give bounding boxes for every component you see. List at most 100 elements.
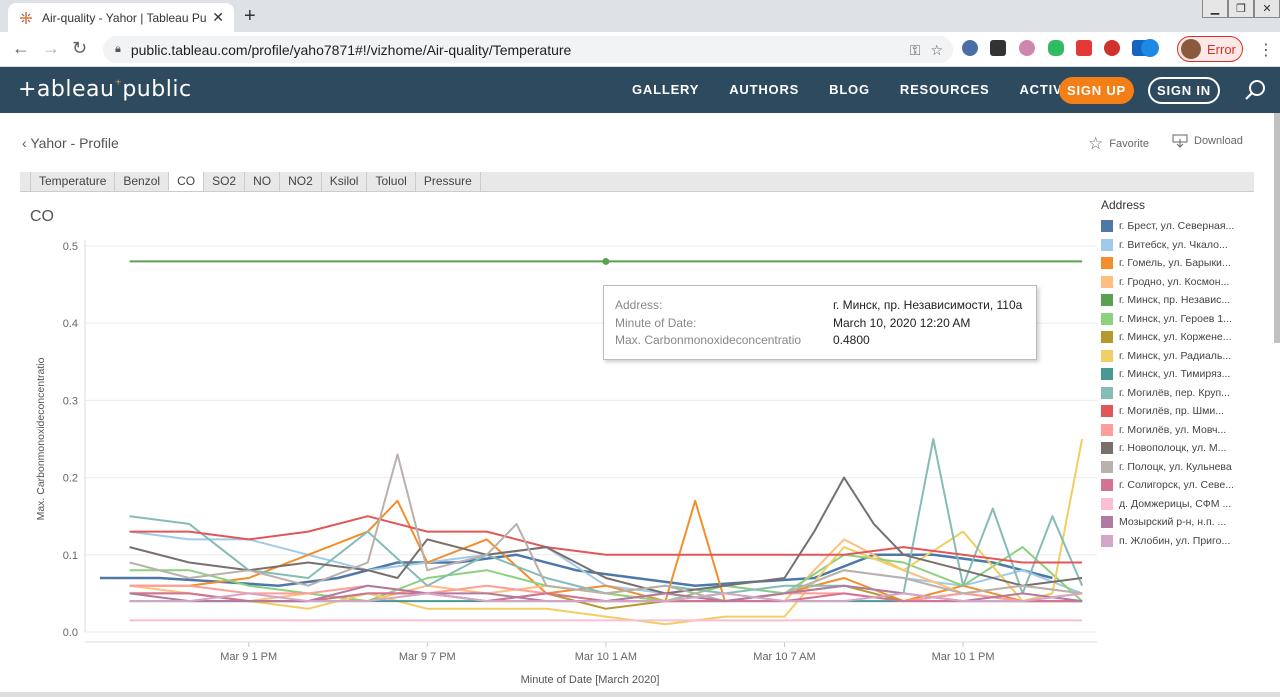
evernote-icon[interactable] — [1048, 40, 1064, 56]
legend-swatch — [1101, 516, 1113, 529]
legend-item[interactable]: д. Домжерицы, СФМ ... — [1101, 495, 1253, 514]
address-bar[interactable]: 🔒︎ public.tableau.com/profile/yaho7871#!… — [103, 36, 953, 63]
tab-co[interactable]: CO — [168, 172, 204, 191]
browser-tab-title: Air-quality - Yahor | Tableau Public — [42, 10, 207, 25]
legend-item[interactable]: г. Минск, ул. Тимиряз... — [1101, 365, 1253, 384]
legend-item[interactable]: г. Могилёв, ул. Мовч... — [1101, 421, 1253, 440]
y-tick-label: 0.5 — [63, 241, 78, 253]
favorite-button[interactable]: ☆ Favorite — [1088, 134, 1149, 154]
y-tick-label: 0.3 — [63, 395, 78, 407]
tab-so2[interactable]: SO2 — [203, 172, 244, 191]
opera-icon[interactable] — [1104, 40, 1120, 56]
back-arrow-icon[interactable]: ← — [12, 38, 30, 58]
profile-error-button[interactable]: Error — [1177, 36, 1243, 62]
legend-item[interactable]: г. Минск, ул. Радиаль... — [1101, 347, 1253, 366]
legend-item[interactable]: г. Минск, ул. Героев 1... — [1101, 310, 1253, 329]
tab-ksilol[interactable]: Ksilol — [320, 172, 367, 191]
reload-icon[interactable]: ↻ — [72, 38, 88, 58]
legend-item[interactable]: г. Минск, ул. Коржене... — [1101, 328, 1253, 347]
legend-label: г. Минск, ул. Героев 1... — [1119, 312, 1232, 325]
back-to-profile-link[interactable]: ‹ Yahor - Profile — [22, 135, 119, 151]
tableau-header: +ableau⁺public GALLERY AUTHORS BLOG RESO… — [0, 67, 1280, 113]
legend-item[interactable]: г. Полоцк, ул. Кульнева — [1101, 458, 1253, 477]
legend-item[interactable]: п. Жлобин, ул. Приго... — [1101, 532, 1253, 551]
extension-info-icon[interactable] — [962, 40, 978, 56]
legend-item[interactable]: г. Новополоцк, ул. М... — [1101, 439, 1253, 458]
legend-label: г. Солигорск, ул. Севе... — [1119, 479, 1234, 492]
tab-temperature[interactable]: Temperature — [30, 172, 114, 191]
legend-item[interactable]: г. Могилёв, пер. Круп... — [1101, 384, 1253, 403]
co-line-chart[interactable]: 0.0 0.1 0.2 0.3 0.4 0.5 Mar 9 1 PM Mar 9 7 PM Ma… — [0, 195, 1100, 692]
tableau-public-logo[interactable]: +ableau⁺public — [18, 77, 192, 102]
y-tick-label: 0.1 — [63, 550, 78, 562]
legend-label: г. Минск, ул. Коржене... — [1119, 331, 1232, 344]
legend-label: г. Новополоцк, ул. М... — [1119, 442, 1227, 455]
window-controls: ▁ ❐ ✕ — [1202, 0, 1280, 20]
legend-item[interactable]: г. Минск, пр. Независ... — [1101, 291, 1253, 310]
tooltip-address-value: г. Минск, пр. Независимости, 110а — [833, 298, 1023, 312]
tab-toluol[interactable]: Toluol — [366, 172, 414, 191]
y-tick-label: 0.2 — [63, 473, 78, 485]
nav-blog[interactable]: BLOG — [829, 82, 870, 97]
tooltip-date-value: March 10, 2020 12:20 AM — [833, 316, 971, 330]
sign-up-button[interactable]: SIGN UP — [1059, 77, 1134, 104]
extension-red-icon[interactable] — [1076, 40, 1092, 56]
extension-globe-icon[interactable] — [1141, 39, 1159, 57]
main-nav: GALLERY AUTHORS BLOG RESOURCES ACTIVITY — [632, 82, 1115, 97]
series-line — [129, 438, 1084, 595]
nav-gallery[interactable]: GALLERY — [632, 82, 700, 97]
close-window-icon[interactable]: ✕ — [1254, 0, 1280, 18]
address-legend: Address г. Брест, ул. Северная... г. Вите… — [1101, 198, 1253, 550]
legend-item[interactable]: г. Гродно, ул. Космон... — [1101, 273, 1253, 292]
url-text: public.tableau.com/profile/yaho7871#!/vi… — [130, 41, 572, 58]
browser-menu-icon[interactable]: ⋮ — [1258, 42, 1274, 59]
legend-swatch — [1101, 497, 1113, 510]
series-line — [99, 553, 1053, 587]
legend-item[interactable]: г. Гомель, ул. Барыки... — [1101, 254, 1253, 273]
legend-swatch — [1101, 460, 1113, 473]
tooltip-measure-value: 0.4800 — [833, 333, 870, 347]
extension-color-icon[interactable] — [1019, 40, 1035, 56]
restore-icon[interactable]: ❐ — [1228, 0, 1254, 18]
page-scrollbar[interactable] — [1274, 113, 1280, 343]
key-icon[interactable]: ⚿ — [909, 42, 921, 58]
favorite-label: Favorite — [1109, 138, 1149, 150]
data-tooltip: Address: г. Минск, пр. Независимости, 110… — [603, 285, 1037, 360]
sign-in-button[interactable]: SIGN IN — [1148, 77, 1220, 104]
legend-item[interactable]: г. Солигорск, ул. Севе... — [1101, 476, 1253, 495]
series-line — [129, 515, 1083, 564]
legend-item[interactable]: г. Брест, ул. Северная... — [1101, 217, 1253, 236]
legend-swatch — [1101, 312, 1113, 325]
legend-swatch — [1101, 423, 1113, 436]
tab-pressure[interactable]: Pressure — [414, 172, 481, 191]
error-label: Error — [1207, 41, 1236, 57]
legend-item[interactable]: г. Могилёв, пр. Шми... — [1101, 402, 1253, 421]
nav-authors[interactable]: AUTHORS — [729, 82, 800, 97]
legend-swatch — [1101, 238, 1113, 251]
legend-item[interactable]: Мозырский р-н, н.п. ... — [1101, 513, 1253, 532]
download-button[interactable]: Download — [1172, 134, 1243, 148]
close-tab-icon[interactable]: ✕ — [212, 9, 224, 25]
tab-no2[interactable]: NO2 — [279, 172, 321, 191]
tab-no[interactable]: NO — [244, 172, 279, 191]
tableau-favicon-icon — [18, 10, 34, 26]
forward-arrow-icon[interactable]: → — [42, 38, 60, 58]
legend-label: г. Минск, ул. Радиаль... — [1119, 349, 1232, 362]
extension-console-icon[interactable] — [990, 40, 1006, 56]
minimize-icon[interactable]: ▁ — [1202, 0, 1228, 18]
browser-tab[interactable]: Air-quality - Yahor | Tableau Public ✕ — [8, 3, 234, 32]
bookmark-star-icon[interactable]: ☆ — [930, 42, 943, 58]
legend-swatch — [1101, 331, 1113, 344]
new-tab-icon[interactable]: + — [244, 5, 256, 27]
x-tick-label: Mar 10 7 AM — [753, 651, 815, 663]
y-tick-label: 0.4 — [63, 318, 78, 330]
legend-swatch — [1101, 220, 1113, 233]
chart-title: CO — [30, 208, 54, 225]
nav-resources[interactable]: RESOURCES — [899, 82, 990, 97]
legend-label: г. Минск, ул. Тимиряз... — [1119, 368, 1231, 381]
x-tick-label: Mar 9 7 PM — [399, 651, 456, 663]
legend-item[interactable]: г. Витебск, ул. Чкало... — [1101, 236, 1253, 255]
tab-benzol[interactable]: Benzol — [114, 172, 168, 191]
search-icon[interactable] — [1245, 79, 1267, 101]
legend-swatch — [1101, 386, 1113, 399]
